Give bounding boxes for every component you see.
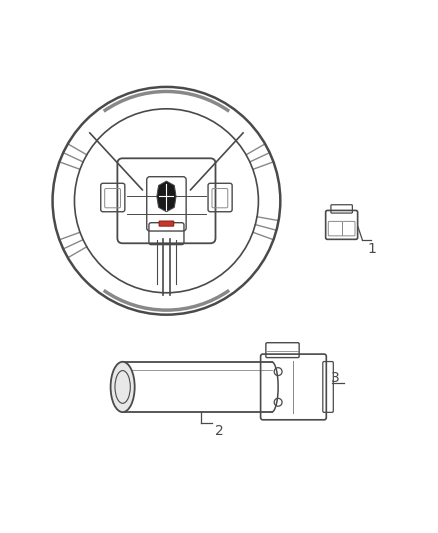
Polygon shape <box>157 181 176 212</box>
FancyBboxPatch shape <box>159 221 174 226</box>
Text: 1: 1 <box>368 242 377 256</box>
Text: 3: 3 <box>331 371 339 385</box>
Ellipse shape <box>110 362 135 412</box>
Text: 2: 2 <box>215 424 223 439</box>
